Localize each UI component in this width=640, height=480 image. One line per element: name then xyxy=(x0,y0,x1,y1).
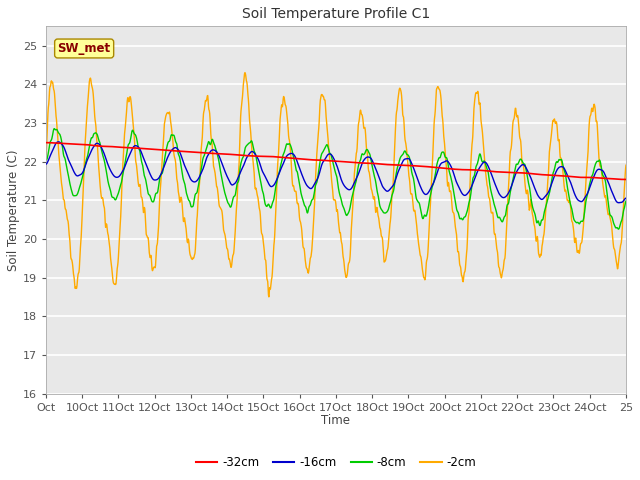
Title: Soil Temperature Profile C1: Soil Temperature Profile C1 xyxy=(242,7,430,21)
Legend: -32cm, -16cm, -8cm, -2cm: -32cm, -16cm, -8cm, -2cm xyxy=(191,451,481,473)
Text: SW_met: SW_met xyxy=(58,42,111,55)
Y-axis label: Soil Temperature (C): Soil Temperature (C) xyxy=(7,149,20,271)
X-axis label: Time: Time xyxy=(321,414,351,427)
